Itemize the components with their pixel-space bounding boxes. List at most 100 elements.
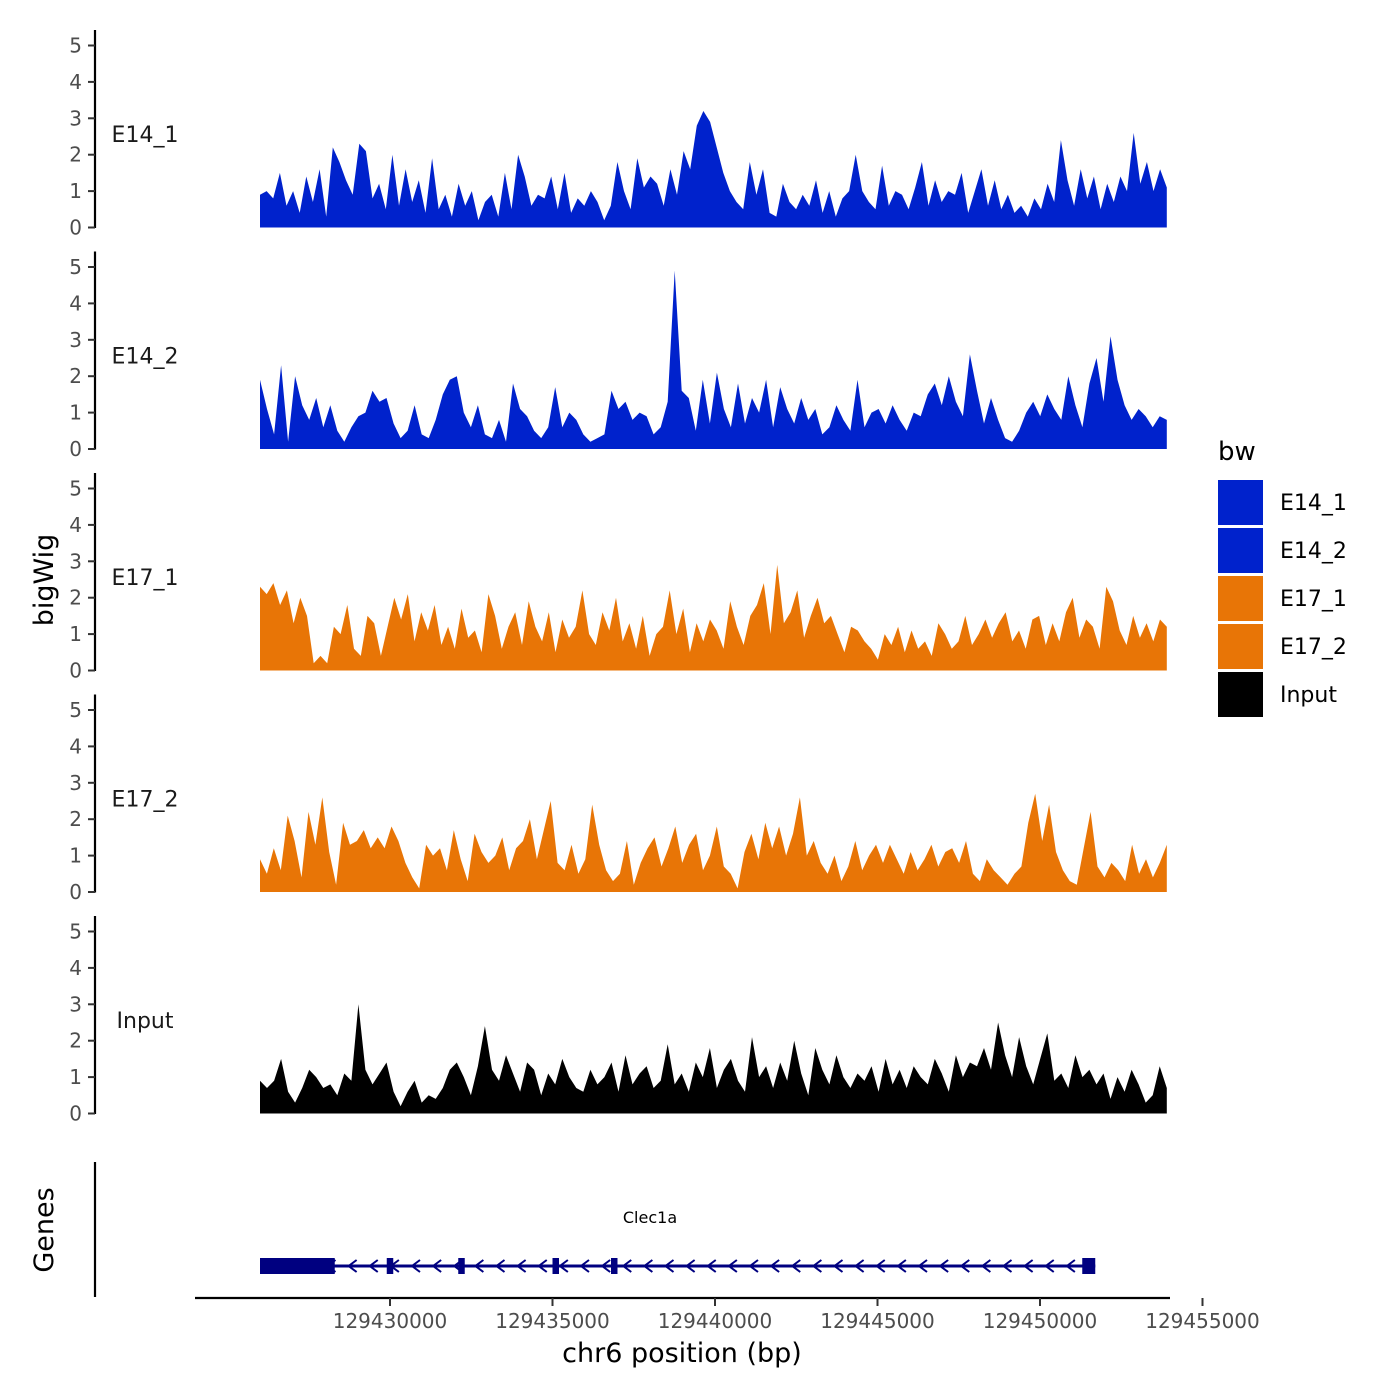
x-tick-label: 129455000 — [1145, 1309, 1260, 1333]
coverage-area-E17_1 — [260, 564, 1167, 671]
y-tick-label: 1 — [69, 401, 82, 425]
y-tick-label: 5 — [69, 920, 82, 944]
legend: bw E14_1 E14_2 E17_1 E17_2 Input — [1218, 437, 1347, 717]
y-tick-label: 4 — [69, 734, 82, 758]
strand-arrow — [896, 1259, 907, 1273]
y-tick-label: 0 — [69, 659, 82, 683]
coverage-area-E17_2 — [260, 793, 1167, 892]
y-tick-label: 1 — [69, 844, 82, 868]
y-tick-label: 4 — [69, 291, 82, 315]
y-tick-label: 2 — [69, 807, 82, 831]
y-tick-label: 4 — [69, 70, 82, 94]
strand-arrow — [684, 1259, 696, 1273]
x-tick-label: 129430000 — [333, 1309, 448, 1333]
strand-arrow — [663, 1259, 675, 1273]
panel-E17_2: 0 1 2 3 4 5 E17_2 — [69, 694, 1167, 904]
x-tick-label: 129450000 — [983, 1309, 1098, 1333]
gene-exon — [1082, 1258, 1096, 1274]
strand-arrow — [980, 1259, 991, 1273]
gene-exon — [458, 1258, 465, 1274]
strand-arrow — [642, 1259, 653, 1273]
strand-arrow — [621, 1259, 632, 1273]
coverage-area-E14_1 — [260, 111, 1167, 228]
strand-arrow — [748, 1259, 759, 1273]
x-axis: 129430000 129435000 129440000 129445000 1294… — [195, 1296, 1260, 1333]
y-tick-label: 4 — [69, 513, 82, 537]
legend-key-E17_2 — [1218, 624, 1263, 669]
legend-title: bw — [1218, 437, 1256, 467]
strand-arrow — [473, 1259, 484, 1273]
y-tick-label: 0 — [69, 216, 82, 240]
y-tick-label: 5 — [69, 255, 82, 279]
gene-track: Genes Clec1a — [29, 1162, 1096, 1297]
strand-arrow — [790, 1259, 801, 1273]
x-axis-title: chr6 position (bp) — [562, 1338, 802, 1369]
legend-key-E17_1 — [1218, 576, 1263, 621]
y-axis-title: bigWig — [29, 534, 60, 627]
legend-label-Input: Input — [1280, 683, 1337, 708]
strand-arrow — [959, 1259, 970, 1273]
y-tick-label: 5 — [69, 698, 82, 722]
legend-label-E17_1: E17_1 — [1280, 587, 1347, 612]
legend-key-E14_1 — [1218, 480, 1263, 525]
gene-exon — [552, 1258, 559, 1274]
legend-key-Input — [1218, 672, 1263, 717]
strand-arrow — [917, 1259, 928, 1273]
legend-label-E17_2: E17_2 — [1280, 635, 1347, 660]
y-tick-label: 3 — [69, 106, 82, 130]
y-tick-label: 4 — [69, 956, 82, 980]
strand-arrow — [727, 1259, 738, 1273]
strand-arrow — [600, 1259, 611, 1273]
coverage-area-Input — [260, 1004, 1167, 1114]
strand-arrow — [346, 1259, 358, 1273]
strand-arrow — [494, 1259, 506, 1273]
y-tick-label: 3 — [69, 328, 82, 352]
genes-axis-title: Genes — [29, 1187, 60, 1272]
x-tick-label: 129440000 — [658, 1309, 773, 1333]
panel-Input: 0 1 2 3 4 5 Input — [69, 916, 1167, 1126]
y-tick-label: 0 — [69, 1102, 82, 1126]
y-tick-label: 3 — [69, 992, 82, 1016]
gene-exon — [260, 1258, 335, 1274]
y-tick-label: 3 — [69, 771, 82, 795]
y-tick-label: 5 — [69, 34, 82, 58]
strand-arrow — [558, 1259, 569, 1273]
legend-key-E14_2 — [1218, 528, 1263, 573]
y-tick-label: 3 — [69, 549, 82, 573]
y-tick-label: 2 — [69, 1029, 82, 1053]
strand-arrow — [579, 1259, 590, 1273]
strand-arrow — [1022, 1259, 1034, 1273]
x-tick-label: 129435000 — [495, 1309, 610, 1333]
y-tick-label: 2 — [69, 143, 82, 167]
panel-E14_1: 0 1 2 3 4 5 E14_1 — [69, 30, 1167, 240]
gene-exon — [386, 1258, 394, 1274]
strand-arrow — [410, 1259, 421, 1273]
strand-arrow — [1001, 1259, 1013, 1273]
strand-arrow — [938, 1259, 949, 1273]
legend-label-E14_2: E14_2 — [1280, 539, 1347, 564]
strand-arrow — [769, 1259, 780, 1273]
y-tick-label: 2 — [69, 364, 82, 388]
strand-arrow — [431, 1259, 442, 1273]
track-label-E14_2: E14_2 — [112, 345, 179, 370]
strand-arrow — [706, 1259, 717, 1273]
legend-label-E14_1: E14_1 — [1280, 491, 1347, 516]
strand-arrow — [515, 1259, 527, 1273]
strand-arrow — [853, 1259, 865, 1273]
track-label-E17_2: E17_2 — [112, 788, 179, 813]
gene-exon — [611, 1258, 618, 1274]
coverage-area-E14_2 — [260, 270, 1167, 449]
strand-arrow — [368, 1259, 379, 1273]
track-label-E17_1: E17_1 — [112, 566, 179, 591]
y-tick-label: 5 — [69, 477, 82, 501]
track-label-E14_1: E14_1 — [112, 123, 179, 148]
x-tick-label: 129445000 — [820, 1309, 935, 1333]
strand-arrow — [1044, 1259, 1055, 1273]
strand-arrow — [875, 1259, 886, 1273]
gene-model-clec1a — [260, 1258, 1096, 1274]
strand-arrow — [537, 1259, 548, 1273]
y-tick-label: 1 — [69, 1065, 82, 1089]
y-tick-label: 1 — [69, 622, 82, 646]
strand-arrow — [832, 1259, 844, 1273]
